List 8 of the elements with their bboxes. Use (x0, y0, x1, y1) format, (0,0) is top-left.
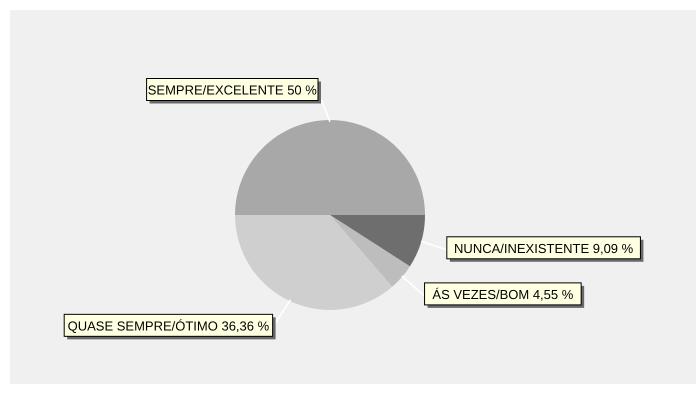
slice-label: QUASE SEMPRE/ÓTIMO 36,36 % (68, 318, 270, 334)
pie-slice (330, 215, 425, 266)
pie-slice (330, 215, 410, 287)
slice-label: ÁS VEZES/BOM 4,55 % (432, 286, 574, 302)
slice-label: SEMPRE/EXCELENTE 50 % (148, 82, 318, 98)
pie-slice (235, 120, 425, 215)
slice-label: NUNCA/INEXISTENTE 9,09 % (454, 240, 634, 256)
pie-slice (235, 215, 392, 310)
